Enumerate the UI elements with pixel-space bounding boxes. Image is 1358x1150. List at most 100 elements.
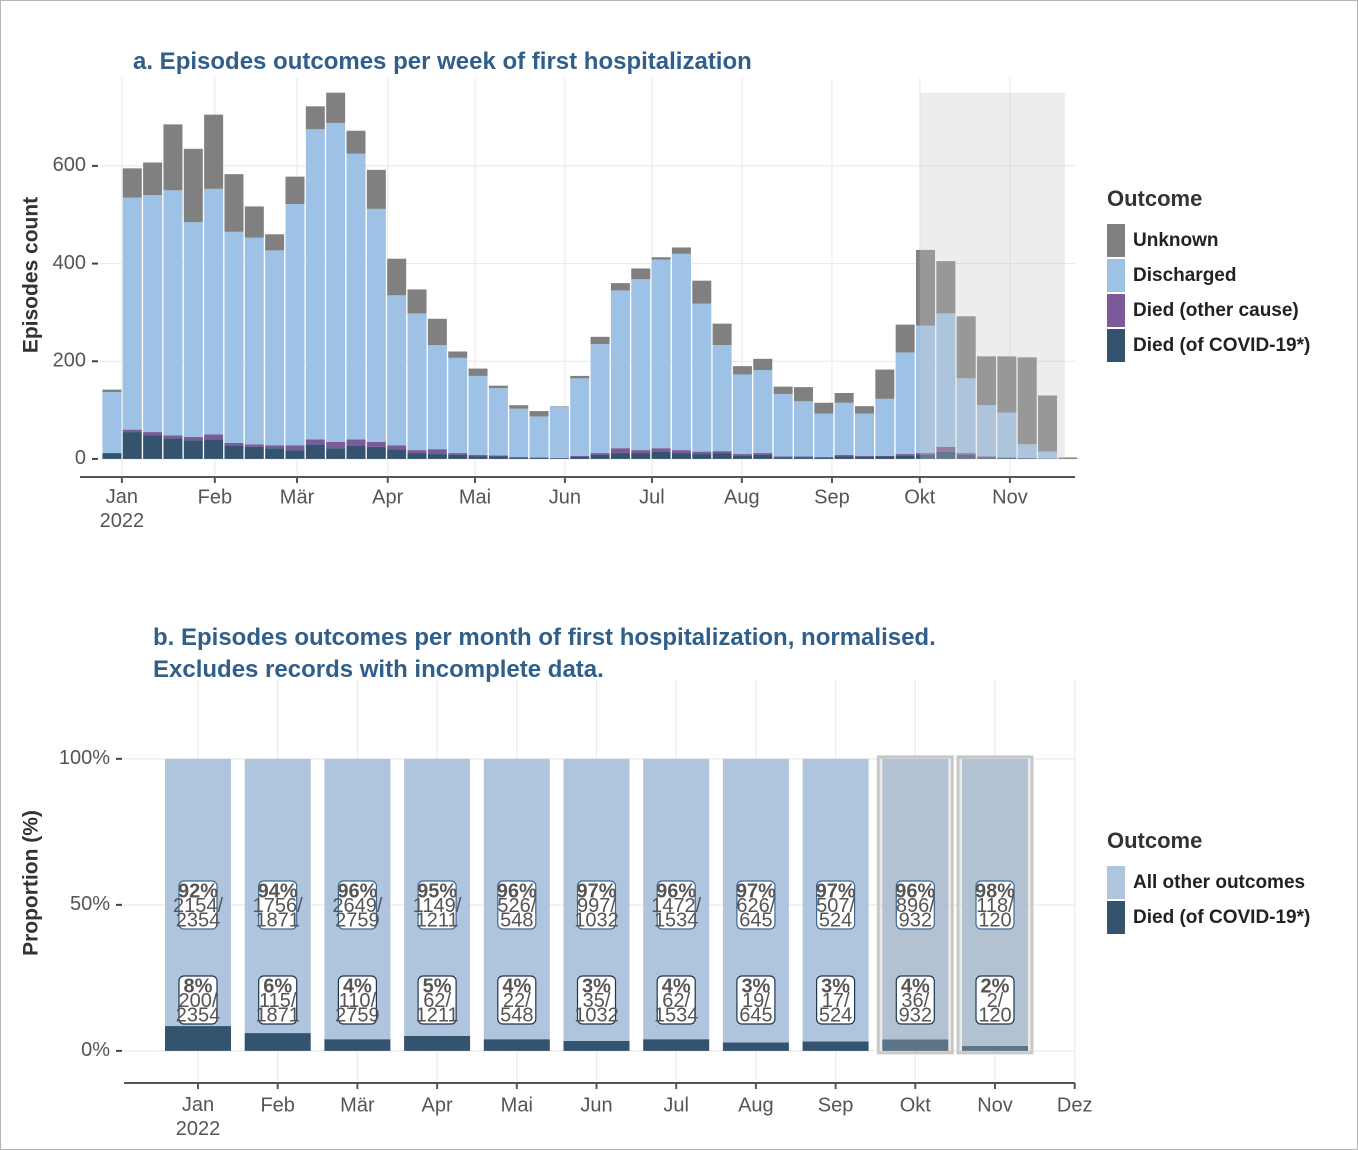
bar-segment	[468, 368, 488, 376]
count-separator: /	[610, 895, 616, 917]
count-separator: /	[377, 895, 383, 917]
bar-segment	[102, 392, 122, 454]
bar-segment	[875, 398, 895, 456]
x-tick-label: Dez	[1057, 1094, 1093, 1116]
total-label: 2354	[176, 1004, 221, 1026]
bar-segment	[773, 457, 793, 459]
x-tick-label: Aug	[738, 1094, 774, 1116]
total-label: 2759	[335, 1004, 380, 1026]
bar-segment	[204, 439, 224, 459]
x-tick-label: Jun	[549, 486, 581, 508]
label-box	[258, 975, 298, 1025]
count-label: 2/	[987, 990, 1004, 1012]
total-label: 1534	[654, 1004, 699, 1026]
total-label: 1211	[416, 909, 459, 931]
chart-title: a. Episodes outcomes per week of first h…	[133, 48, 752, 75]
bar-segment	[224, 231, 244, 443]
x-tick-label: Sep	[818, 1094, 854, 1116]
bar-segment	[102, 453, 122, 459]
bar-segment	[427, 345, 447, 450]
bar-segment	[610, 448, 630, 454]
bar-segment	[671, 253, 691, 451]
bar-segment	[448, 351, 468, 358]
legend-label: Died (other cause)	[1133, 300, 1299, 321]
count: 110	[339, 990, 371, 1012]
bar-segment	[468, 455, 488, 457]
bar-segment	[366, 441, 386, 447]
count-label: 22/	[503, 990, 531, 1012]
bar-segment	[305, 129, 325, 440]
bar-segment	[529, 457, 549, 459]
label-box	[576, 880, 617, 930]
bar-segment	[732, 374, 752, 455]
bar-segment	[936, 446, 956, 452]
bar-segment	[488, 455, 508, 457]
bar-segment	[265, 448, 285, 459]
bar-segment	[712, 345, 732, 452]
count: 62	[423, 990, 445, 1012]
bar-segment	[305, 439, 325, 445]
bar-segment	[882, 1039, 949, 1051]
count-separator: /	[445, 990, 451, 1012]
bar-segment	[529, 411, 549, 417]
bar-segment	[610, 453, 630, 459]
total-label: 1032	[574, 1004, 619, 1026]
bar-segment	[692, 451, 712, 455]
bar-segment	[651, 257, 671, 260]
bar-segment	[305, 106, 325, 130]
count-label: 2154/	[173, 895, 224, 917]
bar-segment	[143, 195, 163, 433]
bar-segment	[488, 388, 508, 456]
bar-segment	[610, 290, 630, 449]
label-box	[258, 880, 298, 930]
bar-segment	[916, 455, 936, 459]
bar-segment	[773, 393, 793, 457]
bar-segment	[204, 114, 224, 189]
bar-segment	[570, 456, 590, 457]
bar-segment	[570, 456, 590, 459]
y-tick-label: 0	[75, 447, 86, 469]
bar-segment	[387, 295, 407, 446]
y-tick-label: 0%	[81, 1039, 110, 1061]
legend-key	[1107, 259, 1125, 292]
total-label: 1211	[416, 1004, 459, 1026]
bar-segment	[1017, 357, 1037, 445]
bar-segment	[631, 450, 651, 454]
x-tick-label: Mär	[340, 1094, 375, 1116]
count-label: 1756/	[253, 895, 304, 917]
value-label: 3%	[741, 975, 770, 997]
count-separator: /	[685, 990, 691, 1012]
total-label: 120	[978, 1004, 1011, 1026]
count-label: 62/	[423, 990, 451, 1012]
value-label: 8%	[184, 975, 213, 997]
bar-segment	[163, 124, 183, 191]
bar-segment	[163, 435, 183, 439]
bar-segment	[802, 1041, 869, 1051]
count-separator: /	[456, 895, 462, 917]
bar-segment	[183, 436, 203, 441]
value-label: 4%	[901, 975, 930, 997]
bar-segment	[631, 268, 651, 280]
count: 997	[577, 895, 610, 917]
bar-segment	[814, 413, 834, 457]
bar-segment	[732, 456, 752, 459]
count-separator: /	[1008, 895, 1014, 917]
count-label: 1472/	[651, 895, 702, 917]
total-label: 1871	[255, 1004, 300, 1026]
bar-segment	[1017, 444, 1037, 458]
bar-segment	[346, 153, 366, 440]
bar-segment	[549, 406, 569, 458]
y-axis-title: Proportion (%)	[20, 810, 43, 956]
label-box	[656, 975, 696, 1025]
bar-segment	[407, 450, 427, 454]
total-label: 645	[739, 1004, 772, 1026]
bar-segment	[265, 234, 285, 251]
bar-segment	[916, 325, 936, 454]
count: 896	[896, 895, 929, 917]
count: 2	[987, 990, 998, 1012]
bar-segment	[346, 130, 366, 154]
count: 62	[662, 990, 684, 1012]
bar-segment	[854, 406, 874, 414]
count: 1756	[253, 895, 298, 917]
count-label: 19/	[742, 990, 770, 1012]
